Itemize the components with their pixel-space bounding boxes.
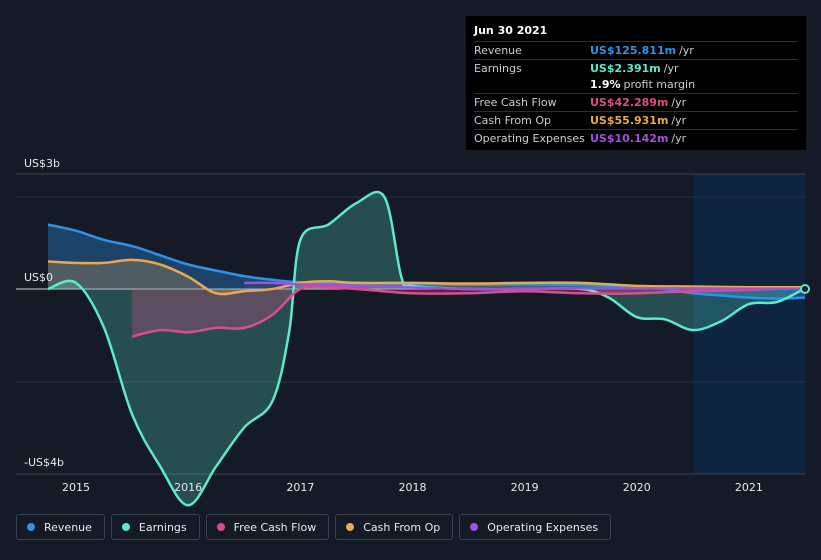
legend-dot-icon [216, 523, 225, 531]
series-areas [48, 192, 806, 506]
x-tick-label: 2021 [735, 481, 763, 494]
legend-item-operating-expenses[interactable]: Operating Expenses [459, 514, 612, 540]
free-cash-flow-area [132, 286, 806, 337]
free-cash-flow-line [131, 285, 806, 338]
legend-item-revenue[interactable]: Revenue [16, 514, 105, 540]
tooltip-row: Revenue US$125.811m/yr [474, 41, 798, 59]
tooltip-row: Free Cash Flow US$42.289m/yr [474, 93, 798, 111]
tooltip-row-unit: /yr [679, 43, 694, 57]
tooltip-row-label: Cash From Op [474, 114, 552, 128]
earnings-line [47, 190, 806, 507]
tooltip-row-value: US$42.289m [590, 96, 669, 110]
x-tick-label: 2018 [398, 481, 426, 494]
x-axis-ticks: 2015 2016 2017 2018 2019 2020 2021 [62, 481, 763, 494]
tooltip-row-unit: /yr [671, 114, 687, 128]
x-tick-label: 2017 [286, 481, 314, 494]
legend-label: Earnings [138, 520, 187, 534]
tooltip-panel: Jun 30 2021 Revenue US$125.811m/yr Earning… [466, 16, 806, 150]
legend-label: Free Cash Flow [233, 520, 317, 534]
tooltip-rows: Revenue US$125.811m/yr Earnings US$2.391m/y… [474, 41, 798, 147]
legend-item-cash-from-op[interactable]: Cash From Op [335, 514, 454, 540]
tooltip-row-unit: /yr [671, 96, 687, 110]
tooltip-row-label: Operating Expenses [474, 131, 585, 145]
gridlines [16, 173, 805, 475]
tooltip-row-label: Revenue [474, 43, 522, 57]
y-axis-top-label: US$3b [24, 157, 61, 170]
operating-expenses-line [244, 281, 805, 291]
x-tick-label: 2016 [174, 481, 202, 494]
tooltip-row-value: US$125.811m [590, 43, 677, 57]
chart-area: 2015 2016 2017 2018 2019 2020 2021 [16, 173, 810, 507]
end-point-marker [800, 284, 810, 294]
legend-dot-icon [470, 523, 479, 531]
tooltip-row-value: US$10.142m [590, 131, 669, 145]
legend-item-free-cash-flow[interactable]: Free Cash Flow [205, 514, 330, 540]
legend-label: Cash From Op [363, 520, 441, 534]
legend-label: Revenue [44, 520, 92, 534]
x-tick-label: 2019 [511, 481, 539, 494]
x-tick-label: 2020 [623, 481, 651, 494]
tooltip-date: Jun 30 2021 [474, 24, 548, 37]
tooltip-row-value: US$2.391m [590, 61, 661, 75]
y-axis-bottom-label: -US$4b [24, 456, 64, 469]
tooltip-row-unit: /yr [663, 61, 679, 75]
tooltip-row-unit: /yr [671, 131, 687, 145]
legend-dot-icon [121, 523, 130, 531]
tooltip-row-label: Earnings [474, 61, 522, 75]
tooltip-row-label: Free Cash Flow [474, 96, 557, 110]
legend-dot-icon [346, 523, 355, 531]
end-marker [800, 284, 810, 294]
series-lines [47, 190, 806, 507]
tooltip-row: Cash From Op US$55.931m/yr [474, 111, 798, 129]
legend: Revenue Earnings Free Cash Flow Cash From O… [16, 514, 612, 542]
tooltip-row-value: 1.9% [590, 78, 621, 92]
y-axis-zero-label: US$0 [24, 271, 54, 284]
tooltip-row-unit: profit margin [623, 78, 696, 92]
legend-item-earnings[interactable]: Earnings [110, 514, 200, 540]
legend-dot-icon [27, 523, 35, 531]
revenue-area [48, 224, 805, 299]
x-tick-label: 2015 [62, 481, 90, 494]
earnings-area [48, 192, 805, 506]
cash-from-op-line [47, 258, 806, 296]
tooltip-row: 1.9% profit margin [474, 77, 798, 94]
tooltip-row-value: US$55.931m [590, 114, 669, 128]
tooltip-row: Earnings US$2.391m/yr [474, 58, 798, 77]
tooltip-row: Operating Expenses US$10.142m/yr [474, 128, 798, 147]
forecast-highlight-band [692, 174, 805, 474]
legend-label: Operating Expenses [487, 520, 599, 534]
highlight-band [692, 174, 805, 474]
